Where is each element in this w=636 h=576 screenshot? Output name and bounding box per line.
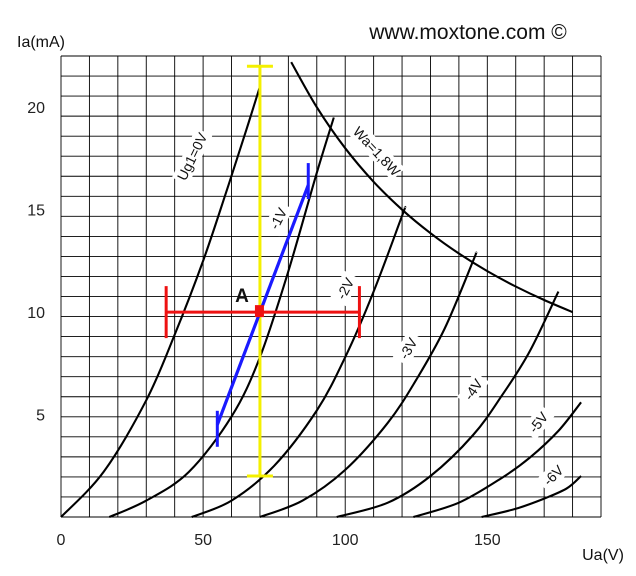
operating-point-marker [254, 305, 264, 318]
y-tick-label: 15 [27, 203, 45, 220]
curve-wa-1-8w [290, 61, 574, 314]
curve--4v [336, 291, 560, 519]
curve-label-background [457, 371, 490, 408]
curve-label-background [263, 200, 294, 237]
curve-label-background [536, 458, 571, 493]
curve-label-background [392, 330, 424, 367]
y-tick-label: 5 [36, 408, 45, 425]
curve--2v [191, 205, 407, 518]
y-tick-label: 20 [27, 100, 45, 117]
curve-label-background [521, 404, 555, 440]
x-tick-label: 100 [332, 532, 359, 549]
curve-label-group: Wa=1,8W [348, 121, 405, 181]
curve-ug1-0v [60, 86, 261, 518]
curve-label-background [348, 121, 405, 181]
curve--5v [413, 401, 582, 519]
curve--3v [259, 251, 478, 518]
y-tick-label: 10 [27, 305, 45, 322]
chart-curves [60, 61, 582, 519]
curve-label-group: -5V [521, 404, 555, 440]
load-line [215, 184, 310, 426]
curve-label-background [329, 270, 361, 307]
x-axis-label: Ua(V) [582, 547, 624, 564]
curve--6v [481, 475, 582, 519]
curve-label-background [171, 127, 213, 186]
watermark-text: www.moxtone.com © [368, 21, 567, 44]
curve-label-group: -6V [536, 458, 571, 493]
curve-label: Wa=1,8W [350, 123, 404, 179]
operating-point-label: A [235, 286, 249, 307]
x-tick-label: 50 [194, 532, 212, 549]
x-tick-label: 150 [474, 532, 501, 549]
chart-overlays [164, 64, 361, 478]
y-axis-label: Ia(mA) [17, 34, 65, 51]
curve--1v [108, 117, 335, 518]
x-tick-label: 0 [57, 532, 66, 549]
curve-label-group: -3V [392, 330, 424, 367]
